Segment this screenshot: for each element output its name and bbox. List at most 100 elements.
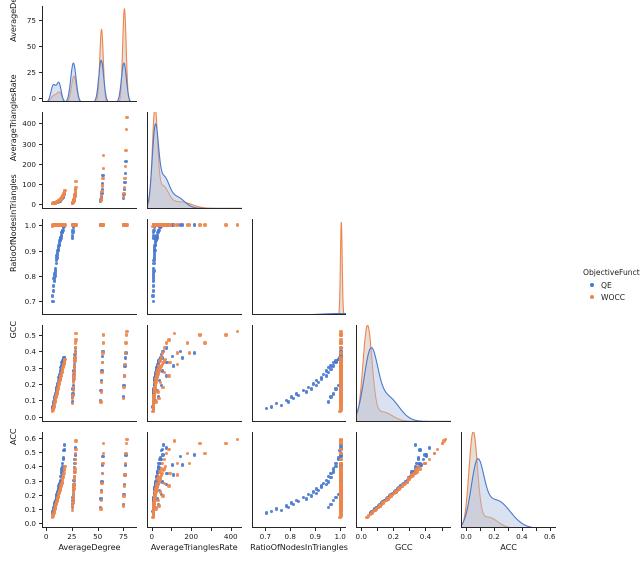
scatter-point xyxy=(339,367,343,371)
x-tick-mark xyxy=(507,528,509,531)
scatter-point xyxy=(339,362,343,367)
scatter-point xyxy=(56,246,61,250)
scatter-point xyxy=(329,367,333,371)
scatter-point xyxy=(152,398,156,403)
scatter-point xyxy=(155,481,159,486)
scatter-point xyxy=(161,443,166,447)
x-tick-mark xyxy=(123,528,125,531)
scatter-point xyxy=(121,397,126,401)
scatter-point xyxy=(339,511,343,515)
scatter-point xyxy=(71,225,75,230)
scatter-point xyxy=(386,497,390,501)
scatter-point xyxy=(160,369,165,373)
scatter-point xyxy=(156,498,160,503)
x-tick-mark xyxy=(425,528,427,531)
scatter-point xyxy=(101,181,105,186)
scatter-point xyxy=(154,400,158,404)
scatter-point xyxy=(312,490,316,494)
scatter-point xyxy=(339,356,343,360)
x-tick-mark xyxy=(265,528,267,531)
x-tick-mark xyxy=(230,528,232,531)
scatter-point xyxy=(339,494,343,498)
scatter-point xyxy=(54,395,58,399)
scatter-point xyxy=(339,390,343,394)
y-tick-label: 0.5 xyxy=(24,331,36,340)
scatter-point xyxy=(71,501,75,505)
y-tick-mark xyxy=(39,508,42,510)
scatter-point xyxy=(73,451,78,456)
scatter-point xyxy=(62,447,67,452)
x-tick-mark xyxy=(393,528,395,531)
x-tick-label: 0 xyxy=(149,532,155,541)
scatter-point xyxy=(100,192,104,196)
legend-entry-wocc[interactable]: WOCC xyxy=(583,292,640,302)
scatter-point xyxy=(339,461,343,466)
scatter-point xyxy=(309,494,313,498)
scatter-point xyxy=(339,498,343,503)
scatter-point xyxy=(99,400,103,404)
scatter-point xyxy=(168,471,172,476)
scatter-point xyxy=(440,441,445,446)
scatter-point xyxy=(370,511,374,515)
scatter-point xyxy=(198,441,202,446)
scatter-point xyxy=(155,477,160,481)
scatter-point xyxy=(71,497,75,501)
pair-cell-AverageTrianglesRate-vs-AverageDegree xyxy=(42,112,137,209)
scatter-point xyxy=(329,502,333,507)
scatter-point xyxy=(73,346,78,350)
scatter-point xyxy=(170,463,175,467)
scatter-point xyxy=(122,494,126,498)
scatter-point xyxy=(339,464,343,469)
scatter-point xyxy=(161,494,165,498)
x-tick-label: 0.2 xyxy=(387,532,400,541)
x-tick-label: 0.2 xyxy=(488,532,500,541)
scatter-point xyxy=(336,383,341,388)
x-axis-label-AverageDegree: AverageDegree xyxy=(58,542,121,552)
y-tick-mark xyxy=(39,466,42,468)
scatter-point xyxy=(405,480,409,484)
scatter-point xyxy=(60,480,64,484)
scatter-point xyxy=(102,441,106,446)
scatter-point xyxy=(307,385,311,389)
kde-line-wocc xyxy=(337,221,345,315)
scatter-point xyxy=(54,258,58,263)
scatter-point xyxy=(339,377,343,381)
scatter-point xyxy=(312,382,316,386)
scatter-point xyxy=(418,463,422,467)
scatter-point xyxy=(122,374,127,378)
pair-cell-ACC-vs-AverageTrianglesRate xyxy=(146,431,242,528)
x-tick-mark xyxy=(290,528,292,531)
y-tick-label: 75 xyxy=(26,15,36,25)
scatter-point xyxy=(307,492,311,497)
scatter-point xyxy=(269,510,273,514)
x-tick-mark xyxy=(441,528,443,531)
scatter-point xyxy=(168,361,172,365)
scatter-point xyxy=(297,393,301,398)
scatter-point xyxy=(99,507,103,511)
scatter-point xyxy=(339,481,343,486)
scatter-point xyxy=(62,190,67,194)
scatter-point xyxy=(339,477,343,481)
scatter-point xyxy=(61,365,65,370)
y-tick-mark xyxy=(39,203,42,205)
scatter-panel xyxy=(146,218,242,316)
scatter-point xyxy=(60,195,64,199)
scatter-point xyxy=(339,487,343,491)
scatter-point xyxy=(157,504,161,508)
scatter-point xyxy=(72,477,77,481)
scatter-point xyxy=(151,279,156,283)
scatter-point xyxy=(99,198,103,203)
scatter-point xyxy=(167,447,171,452)
x-tick-mark xyxy=(340,528,341,531)
scatter-point xyxy=(151,271,156,276)
scatter-point xyxy=(339,501,343,505)
scatter-point xyxy=(51,284,55,288)
legend-entry-qe[interactable]: QE xyxy=(583,280,640,290)
scatter-point xyxy=(326,370,331,375)
scatter-point xyxy=(339,441,343,446)
x-tick-mark xyxy=(361,528,363,531)
kde-curves xyxy=(46,7,132,102)
scatter-point xyxy=(264,406,269,411)
scatter-point xyxy=(413,471,417,476)
pair-cell-ACC-vs-RatioOfNodesInTriangles xyxy=(251,431,347,528)
